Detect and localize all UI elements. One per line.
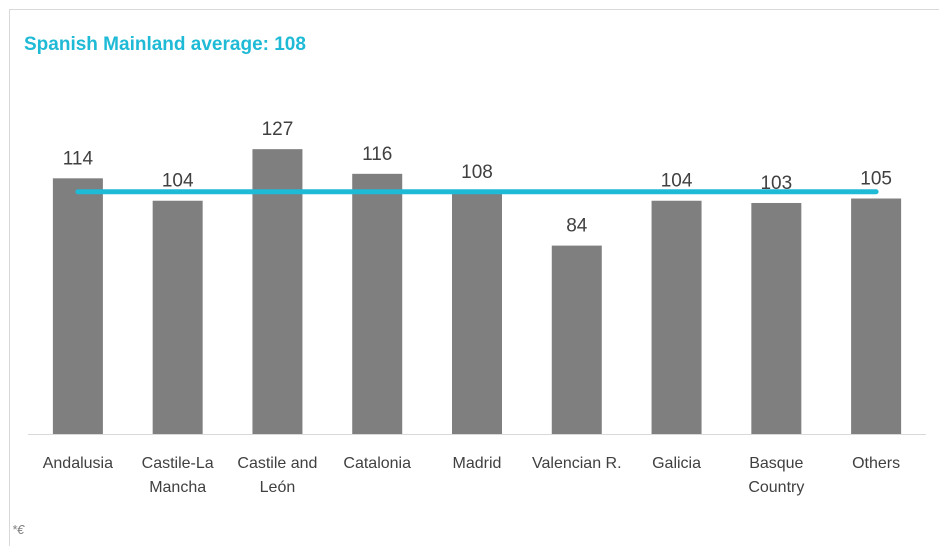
x-tick-label: Basque Country — [748, 455, 805, 496]
bar — [551, 245, 602, 434]
bar — [851, 198, 902, 434]
data-label: 127 — [262, 119, 294, 140]
frame — [9, 9, 939, 546]
x-tick-label: Madrid — [452, 455, 502, 472]
x-tick-label: Galicia — [652, 455, 701, 472]
x-tick-label: Castile-La Mancha — [141, 455, 214, 496]
footnote: *€ — [12, 522, 25, 537]
x-tick-label: Castile and León — [237, 455, 318, 496]
data-label: 108 — [461, 162, 493, 183]
data-label: 104 — [661, 171, 693, 192]
bar — [352, 173, 403, 435]
bar — [651, 200, 702, 434]
data-label: 116 — [362, 144, 392, 165]
x-tick-label: Valencian R. — [532, 455, 622, 472]
bar — [152, 200, 203, 434]
bar — [52, 178, 103, 434]
x-tick-label: Others — [852, 455, 901, 472]
data-label: 114 — [63, 148, 94, 169]
data-label: 84 — [566, 216, 588, 237]
x-tick-label: Andalusia — [42, 455, 114, 472]
x-tick-label: Catalonia — [343, 455, 412, 472]
data-label: 103 — [760, 173, 792, 194]
chart-title: Spanish Mainland average: 108 — [24, 34, 306, 55]
bar — [252, 149, 303, 434]
data-label: 105 — [860, 169, 892, 190]
bar — [452, 191, 502, 434]
bar — [751, 202, 802, 434]
data-label: 104 — [162, 171, 194, 192]
